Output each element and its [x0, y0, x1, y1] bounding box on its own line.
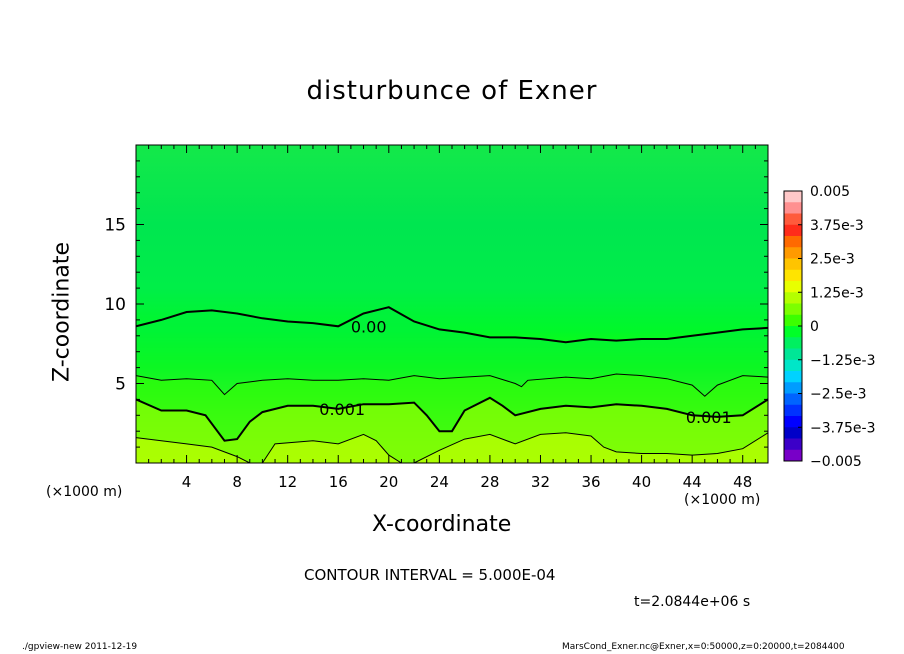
colorbar-swatch-23 — [784, 449, 802, 462]
contour-label-1: 0.001 — [319, 400, 365, 419]
x-tick-label-7: 32 — [531, 473, 550, 491]
colorbar-label-8: −0.005 — [810, 454, 862, 470]
x-tick-label-1: 8 — [232, 473, 242, 491]
x-tick-label-6: 28 — [480, 473, 499, 491]
x-tick-label-2: 12 — [278, 473, 297, 491]
contour-line-1 — [136, 373, 768, 397]
colorbar-swatch-18 — [784, 393, 802, 406]
colorbar-swatch-6 — [784, 258, 802, 271]
colorbar-swatch-11 — [784, 314, 802, 327]
y-tick-label-1: 10 — [104, 295, 126, 315]
colorbar-swatch-14 — [784, 348, 802, 361]
filled-band-3 — [136, 437, 250, 463]
colorbar-label-4: 0 — [810, 319, 819, 335]
contour-label-0: 0.00 — [351, 317, 387, 336]
footer-program-date: ./gpview-new 2011-12-19 — [22, 642, 138, 652]
contour-label-2: 0.001 — [686, 408, 732, 427]
colorbar-swatch-0 — [784, 191, 802, 203]
contour-interval-note: CONTOUR INTERVAL = 5.000E-04 — [304, 566, 556, 584]
x-tick-label-10: 44 — [683, 473, 702, 491]
x-unit-label-right: (×1000 m) — [684, 492, 761, 508]
colorbar-label-3: 1.25e-3 — [810, 285, 864, 301]
x-tick-label-11: 48 — [733, 473, 752, 491]
colorbar-swatch-17 — [784, 382, 802, 394]
contour-line-4 — [261, 433, 402, 463]
colorbar-swatch-3 — [784, 224, 802, 237]
colorbar-swatch-7 — [784, 269, 802, 282]
colorbar-swatch-1 — [784, 202, 802, 214]
contour-line-2 — [136, 396, 768, 442]
contour-line-0 — [136, 306, 768, 344]
y-tick-label-0: 5 — [115, 375, 126, 395]
colorbar-swatch-15 — [784, 359, 802, 372]
x-tick-label-9: 40 — [632, 473, 651, 491]
chart-title: disturbunce of Exner — [306, 76, 598, 106]
filled-band-4 — [262, 434, 402, 463]
colorbar-swatch-2 — [784, 213, 802, 226]
colorbar-swatch-20 — [784, 416, 802, 428]
x-tick-label-5: 24 — [430, 473, 449, 491]
x-tick-label-8: 36 — [581, 473, 600, 491]
colorbar-label-2: 2.5e-3 — [810, 252, 855, 268]
x-tick-label-3: 16 — [329, 473, 348, 491]
colorbar-label-5: −1.25e-3 — [810, 353, 875, 369]
x-tick-label-4: 20 — [379, 473, 398, 491]
colorbar-swatch-5 — [784, 247, 802, 259]
colorbar-swatch-10 — [784, 303, 802, 316]
colorbar-label-1: 3.75e-3 — [810, 218, 864, 234]
x-tick-label-0: 4 — [182, 473, 192, 491]
x-unit-label-left: (×1000 m) — [46, 484, 123, 500]
contour-line-3 — [136, 437, 251, 463]
colorbar-swatch-9 — [784, 292, 802, 304]
colorbar-label-6: −2.5e-3 — [810, 387, 867, 403]
contour-line-5 — [413, 432, 768, 463]
footer-source: MarsCond_Exner.nc@Exner,x=0:50000,z=0:20… — [562, 642, 845, 652]
colorbar-swatch-8 — [784, 281, 802, 293]
x-axis-label: X-coordinate — [372, 512, 512, 537]
y-axis-label: Z-coordinate — [49, 242, 75, 382]
colorbar-swatch-19 — [784, 404, 802, 417]
time-stamp: t=2.0844e+06 s — [634, 594, 751, 610]
colorbar-swatch-4 — [784, 236, 802, 248]
y-tick-label-2: 15 — [104, 216, 126, 236]
colorbar-swatch-13 — [784, 337, 802, 349]
colorbar-label-7: −3.75e-3 — [810, 420, 875, 436]
filled-band-5 — [414, 432, 768, 463]
colorbar-label-0: 0.005 — [810, 184, 850, 200]
colorbar-swatch-21 — [784, 427, 802, 439]
colorbar-swatch-12 — [784, 326, 802, 338]
colorbar-swatch-22 — [784, 438, 802, 451]
colorbar-swatch-16 — [784, 371, 802, 383]
